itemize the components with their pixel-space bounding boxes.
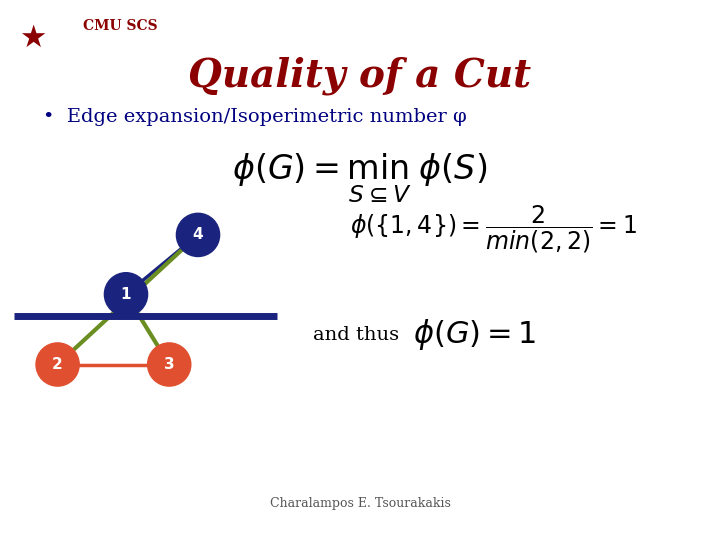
- Text: CMU SCS: CMU SCS: [83, 19, 158, 33]
- Text: $\phi(G) = 1$: $\phi(G) = 1$: [413, 318, 537, 352]
- Ellipse shape: [148, 343, 191, 386]
- Text: and thus: and thus: [313, 326, 400, 344]
- Text: 1: 1: [121, 287, 131, 302]
- Text: Quality of a Cut: Quality of a Cut: [189, 57, 531, 95]
- Text: 4: 4: [193, 227, 203, 242]
- Ellipse shape: [104, 273, 148, 316]
- Text: 3: 3: [164, 357, 174, 372]
- Text: $\phi(G) = \underset{S \subseteq V}{\min} \; \phi(S)$: $\phi(G) = \underset{S \subseteq V}{\min…: [233, 151, 487, 205]
- Text: 2: 2: [53, 357, 63, 372]
- Text: •  Edge expansion/Isoperimetric number φ: • Edge expansion/Isoperimetric number φ: [43, 108, 467, 126]
- Text: ★: ★: [19, 24, 46, 53]
- Ellipse shape: [36, 343, 79, 386]
- Text: $\phi(\{1, 4\}) = \dfrac{2}{min(2,2)} = 1$: $\phi(\{1, 4\}) = \dfrac{2}{min(2,2)} = …: [350, 204, 636, 255]
- Text: Charalampos E. Tsourakakis: Charalampos E. Tsourakakis: [269, 497, 451, 510]
- Ellipse shape: [176, 213, 220, 256]
